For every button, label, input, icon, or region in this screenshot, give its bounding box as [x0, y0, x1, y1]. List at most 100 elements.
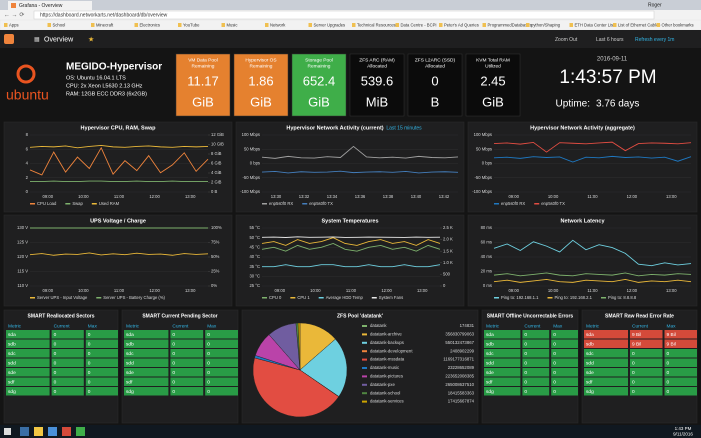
- table-header: Metric: [586, 323, 600, 329]
- time-range[interactable]: Last 6 hours: [596, 37, 624, 43]
- stat-value: 2.45: [480, 73, 505, 88]
- y2-tick-label: 100%: [211, 225, 222, 230]
- bookmark[interactable]: Electronics: [140, 22, 160, 27]
- table-title: SMART Current Pending Sector: [142, 313, 217, 319]
- start-button[interactable]: [4, 428, 11, 435]
- stat-value: 11.17: [187, 73, 219, 88]
- legend-label: CPU Load: [37, 201, 57, 206]
- bookmark[interactable]: Minecraft: [96, 22, 114, 27]
- bookmark[interactable]: Apps: [9, 22, 19, 27]
- table-cell: [85, 358, 118, 367]
- bookmark[interactable]: python/Shaping: [531, 22, 561, 27]
- legend-label: datatank: [370, 323, 387, 328]
- bookmark[interactable]: Other bookmarks: [662, 22, 694, 27]
- y-tick-label: 55 °C: [249, 225, 260, 230]
- cell-text: 0: [207, 341, 210, 347]
- table-cell: [124, 330, 169, 339]
- x-tick-label: 09:00: [508, 194, 519, 199]
- y-tick-label: 4: [26, 161, 29, 166]
- y-tick-label: 40 ms: [481, 254, 492, 259]
- table-cell: [664, 387, 697, 396]
- x-tick-label: 11:00: [346, 288, 357, 293]
- bookmark-icon: [526, 23, 530, 27]
- table-cell: [205, 387, 238, 396]
- bookmark[interactable]: List of Ethernet Cables: [618, 22, 660, 27]
- bookmark[interactable]: Peter's Ad Queries: [444, 22, 479, 27]
- bookmark[interactable]: ProgrammedDatabases: [488, 22, 532, 27]
- cell-text: 0: [172, 351, 175, 357]
- legend-value: 17415667874: [448, 399, 475, 404]
- url-box[interactable]: [33, 10, 655, 20]
- x-tick-label: 09:00: [275, 288, 286, 293]
- taskbar-app[interactable]: [34, 427, 43, 436]
- bookmark[interactable]: Network: [270, 22, 286, 27]
- table-cell: [170, 330, 204, 339]
- bookmark[interactable]: Music: [227, 22, 238, 27]
- star-icon[interactable]: ★: [88, 35, 94, 43]
- pie-slice: [299, 338, 348, 397]
- cell-text: 0: [207, 332, 210, 338]
- cell-text: 0: [524, 370, 527, 376]
- table-cell: [584, 349, 628, 358]
- table-cell: [484, 368, 521, 377]
- y2-tick-label: 1.5 K: [443, 248, 453, 253]
- taskbar-app[interactable]: [48, 427, 57, 436]
- tab-title[interactable]: Grafana - Overview: [19, 3, 63, 9]
- cell-text: sde: [8, 370, 16, 376]
- table-cell: [51, 330, 84, 339]
- bookmark[interactable]: ETH Data Center List: [575, 22, 616, 27]
- x-tick-label: 12:00: [627, 194, 638, 199]
- tab[interactable]: [8, 1, 92, 10]
- taskbar-app[interactable]: [62, 427, 71, 436]
- table-cell: [205, 349, 238, 358]
- cell-text: 0: [54, 389, 57, 395]
- table-cell: [85, 330, 118, 339]
- table-cell: [584, 368, 628, 377]
- user-name[interactable]: Roger: [648, 2, 662, 8]
- grafana-nav: [0, 30, 701, 48]
- legend-value: 174831: [460, 323, 475, 328]
- graph-title: Network Latency: [560, 218, 605, 224]
- table-header: Max: [88, 323, 98, 329]
- bookmark[interactable]: Data Centre - BCPI: [401, 22, 437, 27]
- stat-title: Allocated: [425, 63, 445, 69]
- stat-title: Hypervisor OS: [245, 57, 276, 63]
- table-cell: [664, 349, 697, 358]
- bookmark[interactable]: Technical Resources: [357, 22, 396, 27]
- bookmark[interactable]: Server Upgrades: [314, 22, 346, 27]
- nav-buttons[interactable]: ← → ⟳: [4, 13, 24, 19]
- table-header: Max: [553, 323, 563, 329]
- dashboard-name[interactable]: Overview: [44, 36, 74, 43]
- cell-text: 0: [524, 389, 527, 395]
- legend-label: datatank-archive: [370, 332, 402, 337]
- table-cell: [85, 349, 118, 358]
- zoom-out[interactable]: Zoom Out: [555, 37, 578, 43]
- y-tick-label: 100 Mbps: [474, 132, 492, 137]
- y-tick-label: 50 °C: [249, 235, 260, 240]
- cell-text: sdb: [486, 341, 494, 347]
- y-tick-label: 60 ms: [481, 240, 492, 245]
- legend-swatch: [65, 203, 71, 205]
- legend-label: Used RAM: [99, 201, 120, 206]
- cell-text: 0: [88, 389, 91, 395]
- bookmark[interactable]: YouTube: [183, 22, 200, 27]
- stat-panel: [175, 53, 231, 117]
- x-tick-label: 11:00: [114, 288, 125, 293]
- taskbar-app[interactable]: [76, 427, 85, 436]
- cell-text: 0: [553, 389, 556, 395]
- legend-swatch: [494, 297, 499, 299]
- bookmark-icon: [352, 23, 356, 27]
- url[interactable]: https://dashboard.networkarts.net/dashbo…: [40, 13, 168, 19]
- bookmark[interactable]: School: [53, 22, 66, 27]
- cell-text: 0: [524, 351, 527, 357]
- y-tick-label: 6: [26, 146, 29, 151]
- table-cell: [551, 368, 578, 377]
- taskbar-app[interactable]: [20, 427, 29, 436]
- grafana-logo[interactable]: [4, 34, 14, 44]
- cell-text: 0: [172, 360, 175, 366]
- table-cell: [51, 339, 84, 348]
- x-tick-label: 09:00: [43, 288, 54, 293]
- table-cell: [630, 377, 663, 386]
- refresh-rate[interactable]: Refresh every 1m: [635, 37, 674, 43]
